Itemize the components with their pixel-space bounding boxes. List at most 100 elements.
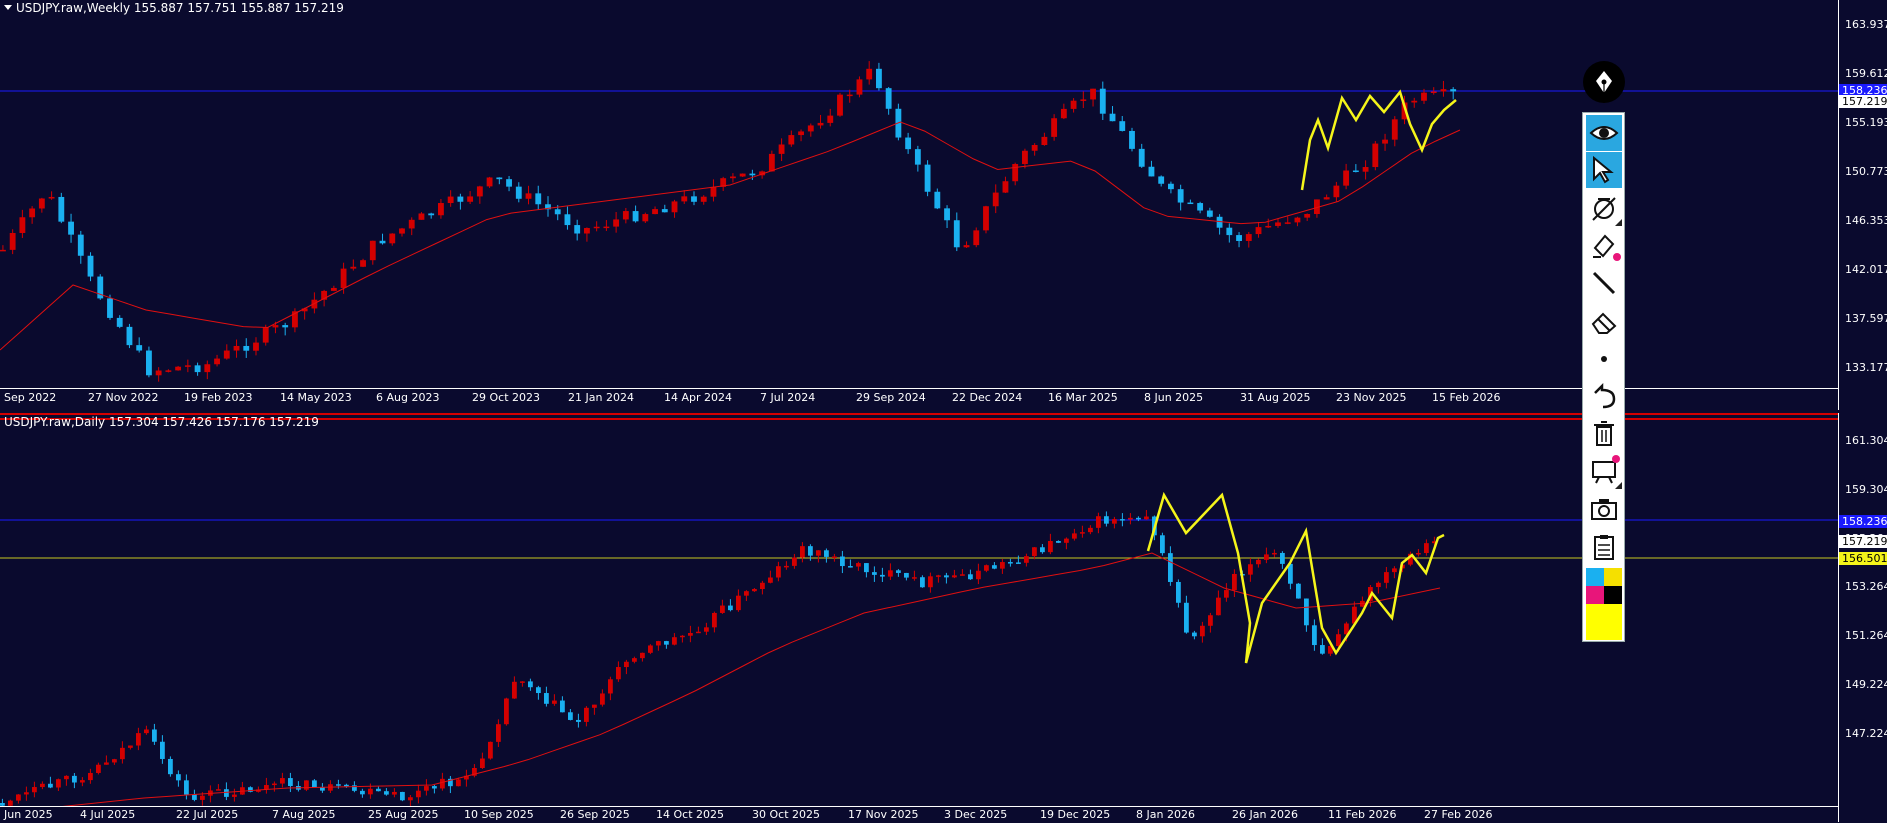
candle-body	[552, 700, 557, 704]
candle-body	[440, 778, 445, 789]
clipboard-icon	[1594, 535, 1614, 560]
candle-body	[1245, 234, 1252, 241]
weekly-chart-pane[interactable]: USDJPY.raw,Weekly 155.887 157.751 155.88…	[0, 0, 1887, 410]
candle-body	[1401, 102, 1408, 120]
daily-time-axis[interactable]	[0, 806, 1838, 823]
candle-body	[1352, 170, 1359, 173]
price-tick-label: 155.193	[1845, 116, 1887, 129]
price-tick-label: 146.353	[1845, 214, 1887, 227]
candle-body	[912, 577, 917, 579]
pane-red-border-bottom	[0, 418, 1838, 420]
candle-body	[432, 786, 437, 789]
daily-chart-title-text: USDJPY.raw,Daily 157.304 157.426 157.176…	[4, 415, 319, 429]
visibility-eye-button[interactable]	[1586, 115, 1622, 151]
candle-body	[496, 724, 501, 742]
trash-icon	[1594, 421, 1614, 446]
candle-body	[749, 173, 756, 176]
screen-capture-button[interactable]	[1586, 453, 1622, 489]
time-tick-label: 10 Sep 2025	[464, 808, 534, 821]
pen-tool-badge[interactable]	[1583, 61, 1625, 103]
candle-body	[1138, 148, 1145, 167]
candle-body	[304, 780, 309, 790]
candle-body	[1128, 517, 1133, 520]
candle-body	[944, 208, 950, 221]
candle-body	[136, 345, 143, 351]
daily-chart-pane[interactable]: USDJPY.raw,Daily 157.304 157.426 157.176…	[0, 413, 1887, 823]
candle-body	[525, 193, 532, 199]
candle-body	[608, 679, 613, 694]
candle-body	[400, 791, 405, 801]
price-tick-label: 159.612	[1845, 67, 1887, 80]
pane-separator[interactable]	[0, 410, 1887, 413]
hidden-pen-icon	[1592, 197, 1616, 221]
candle-body	[496, 177, 503, 180]
candle-body	[292, 311, 298, 328]
line-tool-button[interactable]	[1586, 265, 1622, 301]
candle-body	[223, 350, 230, 359]
candle-body	[914, 149, 921, 165]
candle-body	[1158, 176, 1165, 184]
highlighter-color-dot	[1613, 253, 1621, 261]
candle-body	[1440, 89, 1447, 92]
color-swatch-cyan[interactable]	[1586, 568, 1604, 586]
candle-body	[807, 125, 814, 132]
candle-body	[344, 784, 349, 787]
candle-body	[624, 661, 629, 668]
candle-body	[1328, 645, 1333, 654]
undo-button[interactable]	[1586, 378, 1622, 414]
candle-body	[476, 186, 483, 197]
candle-body	[144, 729, 149, 734]
weekly-chart-plot[interactable]	[0, 0, 1838, 388]
weekly-time-axis[interactable]	[0, 388, 1838, 405]
candle-body	[389, 233, 396, 244]
collapse-triangle-icon[interactable]	[4, 5, 12, 10]
hide-drawings-button[interactable]	[1586, 190, 1622, 226]
candle-body	[19, 217, 26, 233]
candle-body	[880, 574, 885, 577]
selected-color-swatch[interactable]	[1586, 604, 1622, 640]
color-swatch-yellow[interactable]	[1604, 568, 1622, 586]
daily-current-price-tag: 157.219	[1839, 535, 1887, 548]
candle-body	[1080, 532, 1085, 534]
candle-body	[1280, 552, 1285, 564]
weekly-price-axis[interactable]	[1838, 0, 1887, 410]
eraser-button[interactable]	[1586, 303, 1622, 339]
candle-body	[243, 345, 250, 351]
color-swatch-black[interactable]	[1604, 586, 1622, 604]
candle-body	[312, 780, 317, 788]
daily-price-axis[interactable]	[1838, 413, 1887, 822]
candle-body	[160, 741, 165, 759]
candle-body	[1104, 516, 1109, 524]
candle-body	[856, 563, 861, 567]
candle-body	[1000, 562, 1005, 569]
candle-body	[336, 784, 341, 786]
candle-body	[448, 778, 453, 787]
candle-body	[488, 741, 493, 759]
daily-chart-plot[interactable]	[0, 413, 1838, 806]
time-tick-label: 4 Jul 2025	[80, 808, 136, 821]
delete-all-button[interactable]	[1586, 415, 1622, 451]
candle-body	[704, 627, 709, 632]
color-swatch-magenta[interactable]	[1586, 586, 1604, 604]
time-tick-label: 22 Jul 2025	[176, 808, 239, 821]
brush-size-button[interactable]	[1586, 341, 1622, 377]
clipboard-button[interactable]	[1586, 529, 1622, 565]
candle-body	[438, 203, 444, 216]
time-tick-label: 27 Feb 2026	[1424, 808, 1493, 821]
time-tick-label: 14 Oct 2025	[656, 808, 725, 821]
price-tick-label: 133.177	[1845, 361, 1887, 374]
camera-button[interactable]	[1586, 491, 1622, 527]
candle-body	[360, 790, 365, 795]
daily-chart-title: USDJPY.raw,Daily 157.304 157.426 157.176…	[4, 415, 319, 429]
time-tick-label: 14 Apr 2024	[664, 391, 733, 404]
weekly-zigzag-drawing	[1300, 89, 1457, 191]
candle-body	[32, 787, 37, 793]
highlighter-button[interactable]	[1586, 227, 1622, 263]
candle-body	[817, 122, 824, 126]
select-cursor-button[interactable]	[1586, 152, 1622, 188]
candle-body	[936, 575, 941, 577]
candle-body	[88, 772, 93, 781]
candle-body	[350, 266, 357, 269]
candle-body	[272, 783, 277, 786]
candle-body	[1344, 623, 1349, 635]
